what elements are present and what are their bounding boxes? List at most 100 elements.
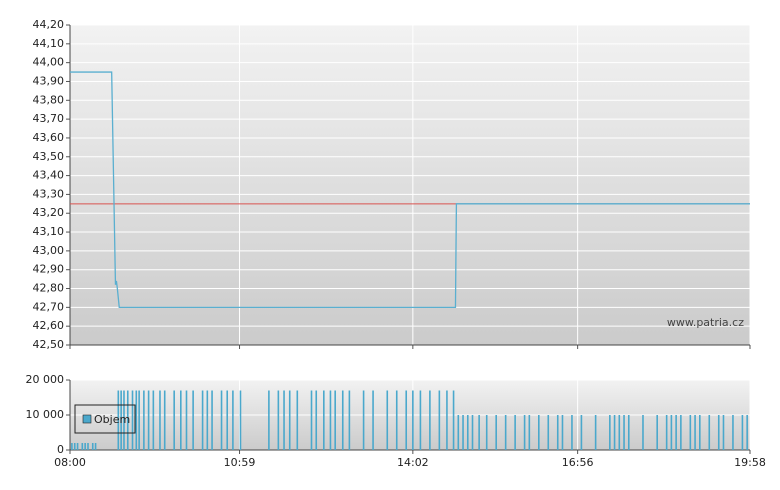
volume-bar: [123, 390, 125, 450]
volume-bar: [462, 415, 464, 450]
x-tick-label: 08:00: [54, 456, 86, 469]
volume-bar: [395, 390, 398, 450]
volume-bar: [288, 390, 291, 450]
volume-bar: [372, 390, 374, 450]
volume-bar: [315, 390, 318, 450]
volume-bar: [226, 390, 229, 450]
volume-bar: [675, 415, 677, 450]
volume-bar: [159, 390, 161, 450]
volume-bar: [429, 390, 431, 450]
volume-bar: [457, 415, 460, 450]
volume-bar: [594, 415, 597, 450]
volume-bar: [514, 415, 516, 450]
volume-bar: [341, 390, 344, 450]
volume-bar: [538, 415, 540, 450]
volume-bar: [329, 390, 332, 450]
volume-bar: [84, 443, 86, 450]
legend-label: Objem: [94, 413, 130, 426]
volume-bar: [618, 415, 621, 450]
volume-bar: [571, 415, 573, 450]
y-tick-label: 10 000: [26, 408, 65, 421]
y-tick-label: 44,10: [33, 37, 65, 50]
volume-bar: [623, 415, 625, 450]
volume-bar: [211, 390, 213, 450]
volume-bar: [495, 415, 497, 450]
volume-bar: [386, 390, 389, 450]
volume-bar: [665, 415, 668, 450]
y-tick-label: 43,20: [33, 206, 65, 219]
volume-bar: [699, 415, 701, 450]
volume-bar: [362, 390, 365, 450]
volume-bar: [81, 443, 84, 450]
volume-bar: [143, 390, 145, 450]
watermark: www.patria.cz: [667, 316, 744, 329]
volume-bar: [206, 390, 209, 450]
volume-bar: [126, 390, 129, 450]
plot-background: [70, 25, 750, 345]
volume-bar: [627, 415, 630, 450]
volume-bar: [580, 415, 583, 450]
volume-bar: [746, 415, 748, 450]
volume-bar: [138, 390, 140, 450]
volume-bar: [94, 443, 97, 450]
volume-bar: [613, 415, 616, 450]
y-tick-label: 43,60: [33, 131, 65, 144]
volume-bar: [708, 415, 711, 450]
y-tick-label: 44,00: [33, 56, 65, 69]
x-tick-label: 16:56: [562, 456, 594, 469]
volume-bar: [452, 390, 455, 450]
x-tick-label: 19:58: [734, 456, 766, 469]
volume-bar: [73, 443, 76, 450]
volume-bar: [446, 390, 448, 450]
y-tick-label: 42,70: [33, 300, 65, 313]
volume-bar: [471, 415, 474, 450]
volume-bar: [173, 390, 175, 450]
volume-bar: [117, 390, 120, 450]
volume-bar: [201, 390, 204, 450]
y-tick-label: 43,90: [33, 74, 65, 87]
legend-box: [74, 404, 136, 434]
volume-bar: [277, 390, 280, 450]
y-tick-label: 43,80: [33, 93, 65, 106]
volume-bar: [419, 390, 422, 450]
volume-bar: [91, 443, 94, 450]
volume-bar: [485, 415, 488, 450]
volume-bar: [556, 415, 559, 450]
legend-swatch: [82, 414, 92, 424]
volume-bar: [220, 390, 223, 450]
volume-bar: [120, 390, 122, 450]
volume-bar: [609, 415, 611, 450]
volume-bar: [152, 390, 155, 450]
volume-bar: [147, 390, 150, 450]
volume-bar: [192, 390, 194, 450]
volume-bar: [504, 415, 507, 450]
volume-bar: [283, 390, 285, 450]
y-tick-label: 42,60: [33, 319, 65, 332]
y-tick-label: 43,70: [33, 112, 65, 125]
volume-bar: [561, 415, 564, 450]
volume-bar: [670, 415, 673, 450]
volume-bar: [466, 415, 469, 450]
y-tick-label: 44,20: [33, 18, 65, 31]
y-tick-label: 42,50: [33, 338, 65, 351]
volume-bar: [412, 390, 414, 450]
volume-bar: [405, 390, 408, 450]
y-tick-label: 20 000: [26, 373, 65, 386]
y-tick-label: 0: [57, 443, 64, 456]
volume-bar: [656, 415, 658, 450]
volume-bar: [135, 390, 138, 450]
volume-bar: [296, 390, 299, 450]
volume-bar: [87, 443, 89, 450]
volume-bar: [268, 390, 270, 450]
volume-bar: [722, 415, 725, 450]
volume-bar: [163, 390, 166, 450]
volume-bar: [334, 390, 336, 450]
volume-bar: [523, 415, 526, 450]
y-tick-label: 43,40: [33, 169, 65, 182]
volume-bar: [741, 415, 744, 450]
x-tick-label: 10:59: [224, 456, 256, 469]
y-tick-label: 43,00: [33, 244, 65, 257]
volume-bar: [185, 390, 188, 450]
